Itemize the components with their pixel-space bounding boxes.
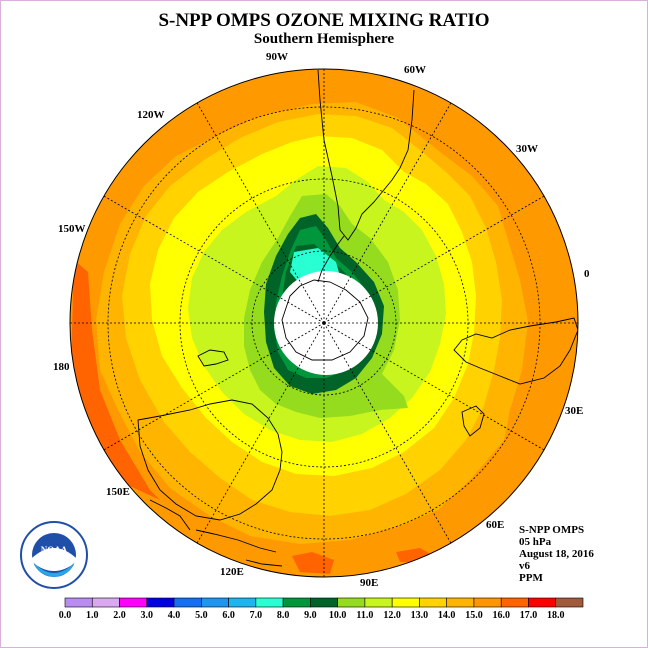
coast-australia [137,399,283,521]
info-level: 05 hPa [519,536,552,548]
colorbar-swatch [446,597,475,608]
colorbar-tick-label: 1.0 [86,610,99,621]
colorbar-tick-label: 15.0 [465,610,483,621]
lon-label-120w: 120W [137,109,165,121]
colorbar-swatch [146,597,175,608]
colorbar-tick-label: 14.0 [438,610,456,621]
colorbar-tick-label: 13.0 [411,610,429,621]
info-instrument: S-NPP OMPS [519,524,585,536]
coast-africa [453,317,578,385]
lon-label-90w: 90W [266,51,288,63]
coast-antarctic-peninsula [317,235,345,283]
colorbar-tick-label: 3.0 [141,610,154,621]
colorbar-swatch [282,597,311,608]
lon-label-30e: 30E [565,405,583,417]
coastlines [137,69,578,567]
colorbar-tick-label: 7.0 [250,610,263,621]
lon-label-150w: 150W [58,223,86,235]
colorbar-swatch [337,597,366,608]
graticule [70,69,578,577]
colorbar-swatch [473,597,502,608]
colorbar-tick-label: 5.0 [195,610,208,621]
polar-map [70,69,578,577]
colorbar-swatch [201,597,229,608]
map-boundary [69,68,579,578]
colorbar-tick-label: 16.0 [492,610,510,621]
lon-label-150e: 150E [106,486,130,498]
colorbar-tick-label: 0.0 [59,610,72,621]
colorbar-swatch [500,597,529,608]
colorbar-tick-label: 11.0 [356,610,373,621]
colorbar-swatch [528,597,557,608]
colorbar-swatch [364,597,393,608]
colorbar-swatch [255,597,284,608]
coast-antarctica [281,279,369,361]
colorbar-swatch [419,597,447,608]
lon-label-120e: 120E [220,566,244,578]
colorbar-swatch [91,597,120,608]
colorbar-tick-label: 2.0 [113,610,126,621]
colorbar-tick-label: 17.0 [520,610,538,621]
noaa-logo: NOAA [20,521,88,589]
lon-label-60e: 60E [486,519,504,531]
colorbar-swatch [555,597,584,608]
info-units: PPM [519,572,543,584]
colorbar-tick-label: 4.0 [168,610,181,621]
colorbar-tick-label: 9.0 [304,610,317,621]
lon-label-30w: 30W [516,143,538,155]
contour-red-orange-south [292,552,334,574]
lon-label-0: 0 [584,268,590,280]
lon-label-180: 180 [53,361,70,373]
colorbar-swatch [64,597,93,608]
coast-south-america [317,69,415,241]
colorbar-swatch [310,597,338,608]
coast-madagascar [461,405,485,437]
colorbar: 0.0 1.0 2.0 3.0 4.0 5.0 6.0 7.0 8.0 9.0 10.0 11.0 12… [59,597,584,621]
coast-new-zealand [197,349,229,367]
coast-new-guinea [149,499,191,531]
info-version: v6 [519,560,530,572]
info-date: August 18, 2016 [519,548,594,560]
lon-label-90e: 90E [360,577,378,589]
info-box: S-NPP OMPS 05 hPa August 18, 2016 v6 PPM [519,524,594,584]
lon-label-60w: 60W [404,64,426,76]
colorbar-tick-label: 8.0 [277,610,290,621]
coast-indonesia [195,529,283,567]
noaa-logo-text: NOAA [41,545,68,555]
colorbar-swatch [228,597,257,608]
colorbar-tick-label: 10.0 [329,610,347,621]
colorbar-tick-label: 12.0 [383,610,401,621]
map-title: S-NPP OMPS OZONE MIXING RATIO [158,10,490,31]
map-subtitle: Southern Hemisphere [253,31,395,47]
longitude-labels: 90W 60W 30W 0 30E 60E 90E 120E 150E 180 … [53,51,590,589]
colorbar-swatch [119,597,148,608]
colorbar-tick-label: 18.0 [547,610,565,621]
colorbar-swatch [173,597,202,608]
colorbar-tick-label: 6.0 [222,610,235,621]
colorbar-swatch [391,597,420,608]
